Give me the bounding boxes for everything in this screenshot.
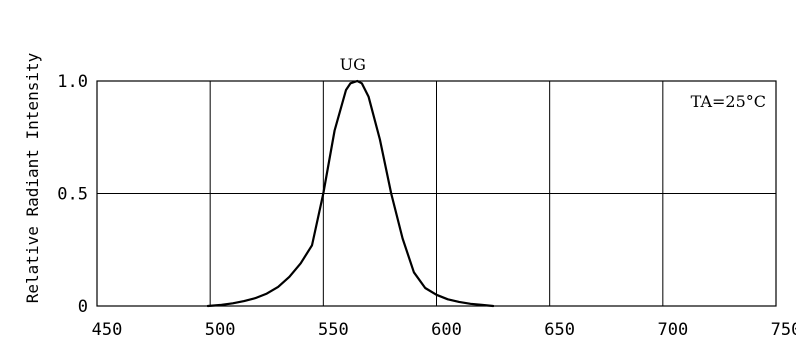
y-tick-label: 0 bbox=[78, 297, 88, 317]
x-axis-ticks: 450 500 550 600 650 700 750 bbox=[92, 320, 796, 340]
y-tick-label: 1.0 bbox=[57, 72, 88, 92]
y-axis-title: Relative Radiant Intensity bbox=[23, 52, 42, 303]
x-tick-label: 700 bbox=[657, 320, 688, 340]
temperature-annotation: TA=25°C bbox=[691, 92, 766, 111]
x-tick-label: 550 bbox=[318, 320, 349, 340]
y-tick-label: 0.5 bbox=[57, 185, 88, 205]
x-tick-label: 500 bbox=[205, 320, 236, 340]
y-axis-ticks: 0 0.5 1.0 bbox=[57, 72, 88, 317]
x-tick-label: 600 bbox=[431, 320, 462, 340]
plot-area-frame bbox=[96, 80, 777, 307]
x-tick-label: 750 bbox=[771, 320, 796, 340]
series-label-ug: UG bbox=[340, 55, 366, 74]
grid bbox=[97, 81, 776, 306]
x-tick-label: 650 bbox=[544, 320, 575, 340]
series-line-ug bbox=[206, 79, 495, 308]
x-tick-label: 450 bbox=[92, 320, 123, 340]
